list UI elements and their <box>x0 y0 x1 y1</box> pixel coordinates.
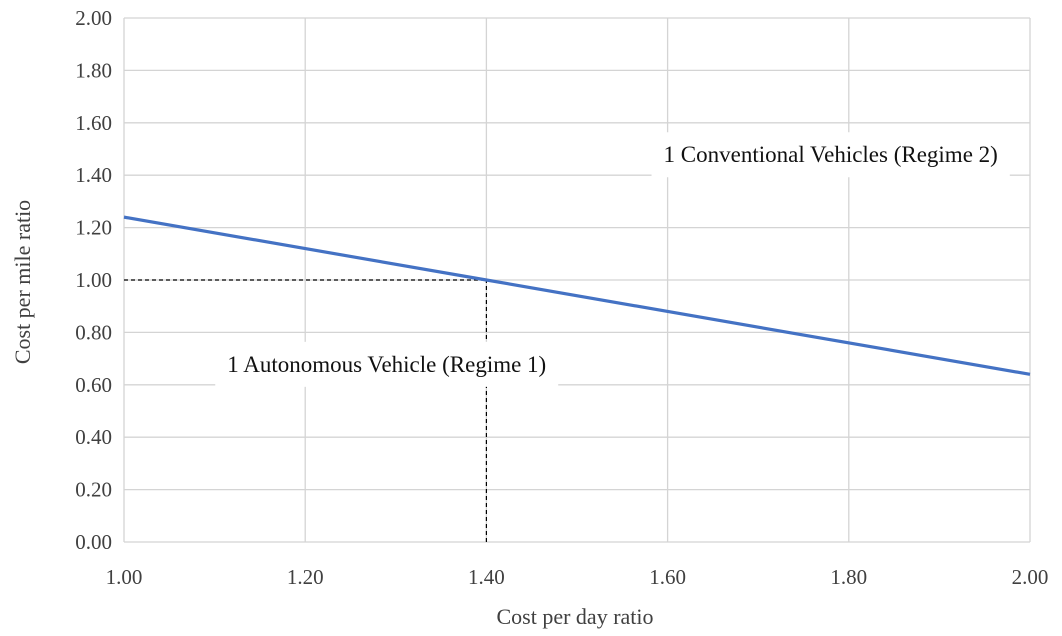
y-tick-label: 1.40 <box>75 163 112 187</box>
x-tick-label: 2.00 <box>1012 565 1049 589</box>
y-tick-label: 1.60 <box>75 111 112 135</box>
y-tick-label: 1.00 <box>75 268 112 292</box>
y-tick-label: 0.60 <box>75 373 112 397</box>
tick-labels: 0.00 0.20 0.40 0.60 0.80 1.00 1.20 1.40 1.60 1.80… <box>75 6 1048 589</box>
y-tick-label: 0.40 <box>75 425 112 449</box>
annotation-label: 1 Conventional Vehicles (Regime 2) <box>651 132 1010 178</box>
y-tick-label: 0.20 <box>75 478 112 502</box>
x-tick-label: 1.00 <box>106 565 143 589</box>
x-tick-label: 1.40 <box>468 565 505 589</box>
x-tick-label: 1.60 <box>649 565 686 589</box>
series-group <box>123 215 1031 376</box>
annotation-text: 1 Autonomous Vehicle (Regime 1) <box>227 352 546 377</box>
annotations: 1 Conventional Vehicles (Regime 2) 1 Auto… <box>215 132 1010 387</box>
x-axis-title: Cost per day ratio <box>496 604 653 629</box>
y-tick-label: 0.80 <box>75 320 112 344</box>
x-tick-label: 1.80 <box>830 565 867 589</box>
annotation-label: 1 Autonomous Vehicle (Regime 1) <box>215 341 559 387</box>
annotation-background <box>215 341 559 387</box>
annotation-text: 1 Conventional Vehicles (Regime 2) <box>664 142 998 167</box>
y-tick-label: 0.00 <box>75 530 112 554</box>
annotation-background <box>651 132 1010 178</box>
y-axis-title: Cost per mile ratio <box>10 200 35 364</box>
y-tick-label: 2.00 <box>75 6 112 30</box>
y-tick-label: 1.20 <box>75 216 112 240</box>
series-line <box>123 215 1031 376</box>
y-tick-label: 1.80 <box>75 58 112 82</box>
x-tick-label: 1.20 <box>287 565 324 589</box>
reference-lines <box>124 279 487 542</box>
